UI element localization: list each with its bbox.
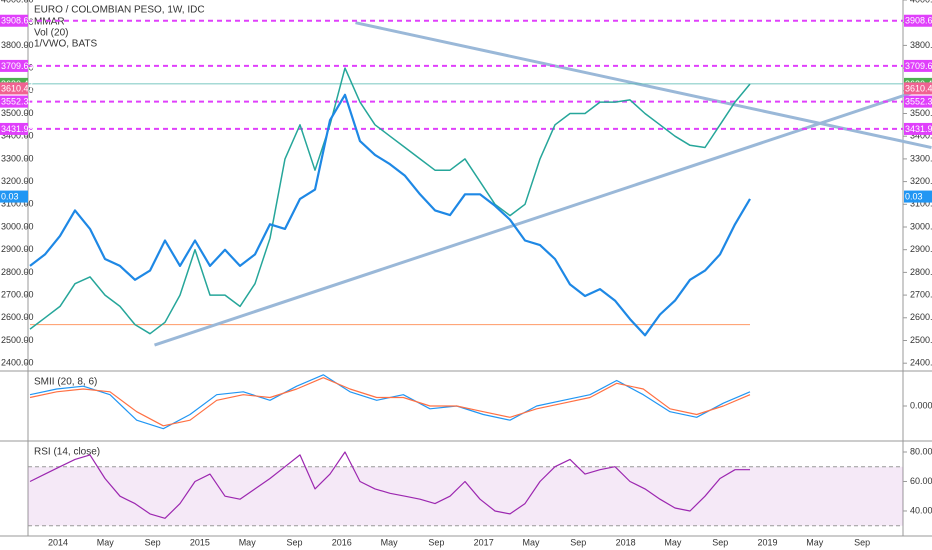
y-tick-label: 3100.00 (1, 199, 34, 209)
price-badge (0, 95, 28, 108)
series-line (29, 93, 751, 337)
x-tick-label: May (806, 537, 824, 547)
y-tick-label: 3800.00 (910, 40, 932, 50)
y-tick-label: 2600.00 (1, 312, 34, 322)
x-tick-label: 2018 (616, 537, 636, 547)
chart-title: EURO / COLOMBIAN PESO, 1W, IDC (34, 5, 205, 16)
y-tick-label: 2500.00 (910, 335, 932, 345)
y2-badge-label: 0.03 (905, 191, 923, 201)
price-badge-label: 3431.98 (905, 124, 932, 134)
y-tick-label: 3200.00 (1, 176, 34, 186)
price-badge-label: 3431.98 (1, 124, 34, 134)
y2-badge (0, 190, 28, 203)
price-badge-label: 3610.42 (1, 83, 34, 93)
x-tick-label: 2014 (48, 537, 68, 547)
y-tick-label: 4000.00 (910, 0, 932, 4)
y-tick-label: 3400.00 (910, 131, 932, 141)
x-tick-label: Sep (570, 537, 586, 547)
y-tick-label: 3400.00 (1, 131, 34, 141)
price-badge (904, 14, 932, 27)
panel-title: SMII (20, 8, 6) (34, 377, 97, 388)
trendline (355, 21, 932, 150)
price-badge (904, 122, 932, 135)
price-badge (0, 122, 28, 135)
x-tick-label: Sep (286, 537, 302, 547)
y-tick-label: 3100.00 (910, 199, 932, 209)
x-tick-label: May (664, 537, 682, 547)
y-tick-label: 3500.00 (1, 108, 34, 118)
y-tick-label: 3500.00 (910, 108, 932, 118)
y-tick-label: 2700.00 (910, 289, 932, 299)
x-tick-label: Sep (712, 537, 728, 547)
price-badge (0, 59, 28, 72)
x-tick-label: May (239, 537, 257, 547)
y-tick-label: 2400.00 (910, 358, 932, 368)
x-tick-label: 2019 (757, 537, 777, 547)
y-tick-label: 2700.00 (1, 289, 34, 299)
rsi-band (28, 466, 903, 526)
series-line (29, 451, 750, 519)
series-line (29, 67, 751, 335)
y-tick-label: 2800.00 (1, 267, 34, 277)
y-tick-label: 0.0000 (910, 400, 932, 410)
price-badge (0, 82, 28, 95)
y-tick-label: 40.0000 (910, 505, 932, 515)
y-tick-label: 2900.00 (910, 244, 932, 254)
price-badge (904, 59, 932, 72)
x-tick-label: May (381, 537, 399, 547)
price-badge-label: 3709.63 (905, 61, 932, 71)
y-tick-label: 3300.00 (1, 153, 34, 163)
y-tick-label: 2400.00 (1, 358, 34, 368)
y2-badge (904, 190, 932, 203)
x-tick-label: 2016 (332, 537, 352, 547)
price-badge-label: 3908.65 (905, 16, 932, 26)
x-tick-label: Sep (145, 537, 161, 547)
panel-title: RSI (14, close) (34, 447, 100, 458)
y-tick-label: 4000.00 (1, 0, 34, 4)
price-badge (904, 95, 932, 108)
indicator-label: MMAR (34, 17, 65, 28)
indicator-label: Vol (20) (34, 28, 68, 39)
y-tick-label: 2500.00 (1, 335, 34, 345)
price-badge-label: 3552.30 (1, 97, 34, 107)
y-tick-label: 3800.00 (1, 40, 34, 50)
x-tick-label: Sep (428, 537, 444, 547)
x-tick-label: May (522, 537, 540, 547)
y2-badge-label: 0.03 (1, 191, 19, 201)
price-badge-label: 3908.65 (1, 16, 34, 26)
x-tick-label: 2017 (474, 537, 494, 547)
price-badge-label: 3709.63 (1, 61, 34, 71)
x-tick-label: Sep (854, 537, 870, 547)
series-line (29, 377, 751, 427)
y-tick-label: 2600.00 (910, 312, 932, 322)
y-tick-label: 3000.00 (910, 221, 932, 231)
y-tick-label: 80.0000 (910, 446, 932, 456)
indicator-label: 1/VWO, BATS (34, 39, 97, 50)
y-tick-label: 2900.00 (1, 244, 34, 254)
y-tick-label: 2800.00 (910, 267, 932, 277)
price-badge-label: 3552.30 (905, 97, 932, 107)
y-tick-label: 3200.00 (910, 176, 932, 186)
y-tick-label: 60.0000 (910, 476, 932, 486)
y-tick-label: 3300.00 (910, 153, 932, 163)
x-tick-label: 2015 (190, 537, 210, 547)
x-tick-label: May (97, 537, 115, 547)
price-badge (904, 82, 932, 95)
price-badge (0, 14, 28, 27)
y-tick-label: 3000.00 (1, 221, 34, 231)
price-badge-label: 3610.42 (905, 83, 932, 93)
